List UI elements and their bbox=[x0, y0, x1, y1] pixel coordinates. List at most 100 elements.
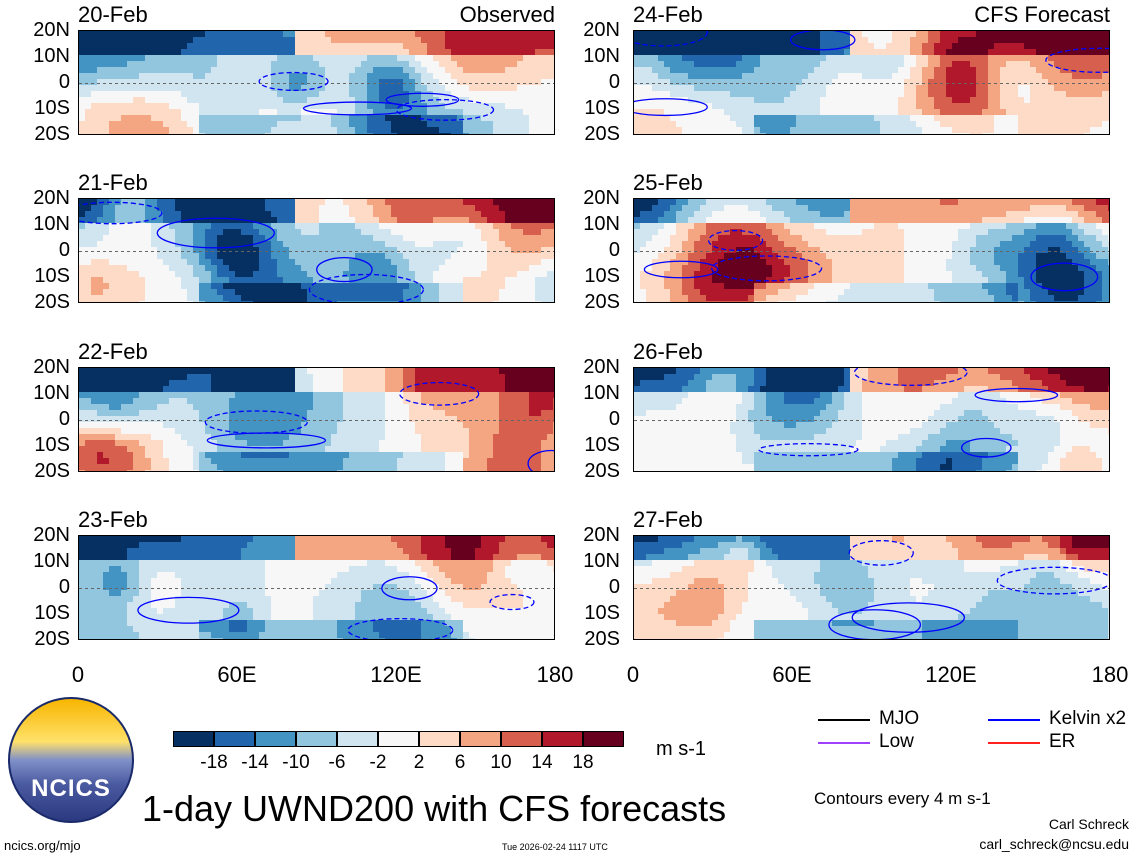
field-cell bbox=[511, 380, 518, 387]
field-cell bbox=[181, 37, 188, 44]
field-cell bbox=[403, 434, 410, 441]
field-cell bbox=[547, 470, 554, 471]
field-cell bbox=[541, 289, 548, 296]
field-cell bbox=[223, 554, 230, 561]
field-cell bbox=[343, 295, 350, 302]
field-cell bbox=[85, 434, 92, 441]
map-panel-21-Feb bbox=[78, 198, 555, 303]
field-cell bbox=[193, 91, 200, 98]
field-cell bbox=[517, 199, 524, 206]
field-cell bbox=[445, 73, 452, 80]
field-cell bbox=[127, 536, 134, 543]
field-cell bbox=[475, 79, 482, 86]
field-cell bbox=[487, 271, 494, 278]
field-cell bbox=[235, 265, 242, 272]
field-cell bbox=[175, 554, 182, 561]
field-cell bbox=[217, 392, 224, 399]
field-cell bbox=[367, 283, 374, 290]
field-cell bbox=[421, 536, 428, 543]
field-cell bbox=[163, 271, 170, 278]
field-cell bbox=[199, 49, 206, 56]
field-cell bbox=[373, 61, 380, 68]
field-cell bbox=[187, 554, 194, 561]
field-cell bbox=[289, 566, 296, 573]
field-cell bbox=[463, 410, 470, 417]
field-cell bbox=[547, 572, 554, 579]
field-cell bbox=[109, 374, 116, 381]
field-cell bbox=[523, 253, 530, 260]
field-cell bbox=[367, 43, 374, 50]
field-cell bbox=[481, 109, 488, 116]
field-cell bbox=[109, 446, 116, 453]
field-cell bbox=[157, 73, 164, 80]
field-cell bbox=[517, 67, 524, 74]
field-cell bbox=[289, 536, 296, 543]
kelvin-contour bbox=[396, 98, 495, 121]
field-cell bbox=[547, 229, 554, 236]
field-cell bbox=[145, 265, 152, 272]
field-cell bbox=[271, 253, 278, 260]
field-cell bbox=[385, 31, 392, 38]
field-cell bbox=[85, 404, 92, 411]
field-cell bbox=[163, 440, 170, 447]
field-cell bbox=[301, 452, 308, 459]
field-cell bbox=[409, 73, 416, 80]
field-cell bbox=[157, 536, 164, 543]
field-cell bbox=[181, 542, 188, 549]
field-cell bbox=[163, 217, 170, 224]
field-cell bbox=[517, 235, 524, 242]
field-cell bbox=[553, 458, 554, 465]
field-cell bbox=[133, 31, 140, 38]
field-cell bbox=[301, 554, 308, 561]
field-cell bbox=[241, 61, 248, 68]
field-cell bbox=[373, 554, 380, 561]
field-cell bbox=[463, 301, 470, 302]
field-cell bbox=[217, 229, 224, 236]
field-cell bbox=[313, 560, 320, 567]
field-cell bbox=[373, 49, 380, 56]
field-cell bbox=[235, 392, 242, 399]
field-cell bbox=[97, 422, 104, 429]
field-cell bbox=[463, 374, 470, 381]
field-cell bbox=[247, 127, 254, 134]
field-cell bbox=[493, 61, 500, 68]
field-cell bbox=[451, 271, 458, 278]
field-cell bbox=[523, 392, 530, 399]
field-cell bbox=[301, 67, 308, 74]
field-cell bbox=[85, 560, 92, 567]
field-cell bbox=[283, 301, 290, 302]
field-cell bbox=[523, 259, 530, 266]
field-cell bbox=[91, 572, 98, 579]
field-cell bbox=[517, 380, 524, 387]
field-cell bbox=[235, 55, 242, 62]
field-cell bbox=[421, 374, 428, 381]
field-cell bbox=[103, 211, 110, 218]
field-cell bbox=[211, 229, 218, 236]
field-cell bbox=[277, 223, 284, 230]
field-cell bbox=[283, 121, 290, 128]
field-cell bbox=[457, 199, 464, 206]
field-cell bbox=[187, 416, 194, 423]
field-cell bbox=[499, 452, 506, 459]
field-cell bbox=[499, 536, 506, 543]
field-cell bbox=[439, 259, 446, 266]
field-cell bbox=[433, 289, 440, 296]
field-cell bbox=[199, 127, 206, 134]
field-cell bbox=[241, 127, 248, 134]
field-cell bbox=[217, 428, 224, 435]
kelvin-contour bbox=[399, 381, 480, 406]
field-cell bbox=[511, 434, 518, 441]
field-cell bbox=[133, 434, 140, 441]
field-cell bbox=[469, 247, 476, 254]
field-cell bbox=[517, 434, 524, 441]
field-cell bbox=[427, 416, 434, 423]
field-cell bbox=[475, 566, 482, 573]
field-cell bbox=[157, 277, 164, 284]
panel-date: 22-Feb bbox=[78, 339, 148, 364]
field-cell bbox=[445, 440, 452, 447]
field-cell bbox=[139, 109, 146, 116]
field-cell bbox=[403, 73, 410, 80]
field-cell bbox=[319, 380, 326, 387]
field-cell bbox=[535, 229, 542, 236]
field-cell bbox=[163, 566, 170, 573]
